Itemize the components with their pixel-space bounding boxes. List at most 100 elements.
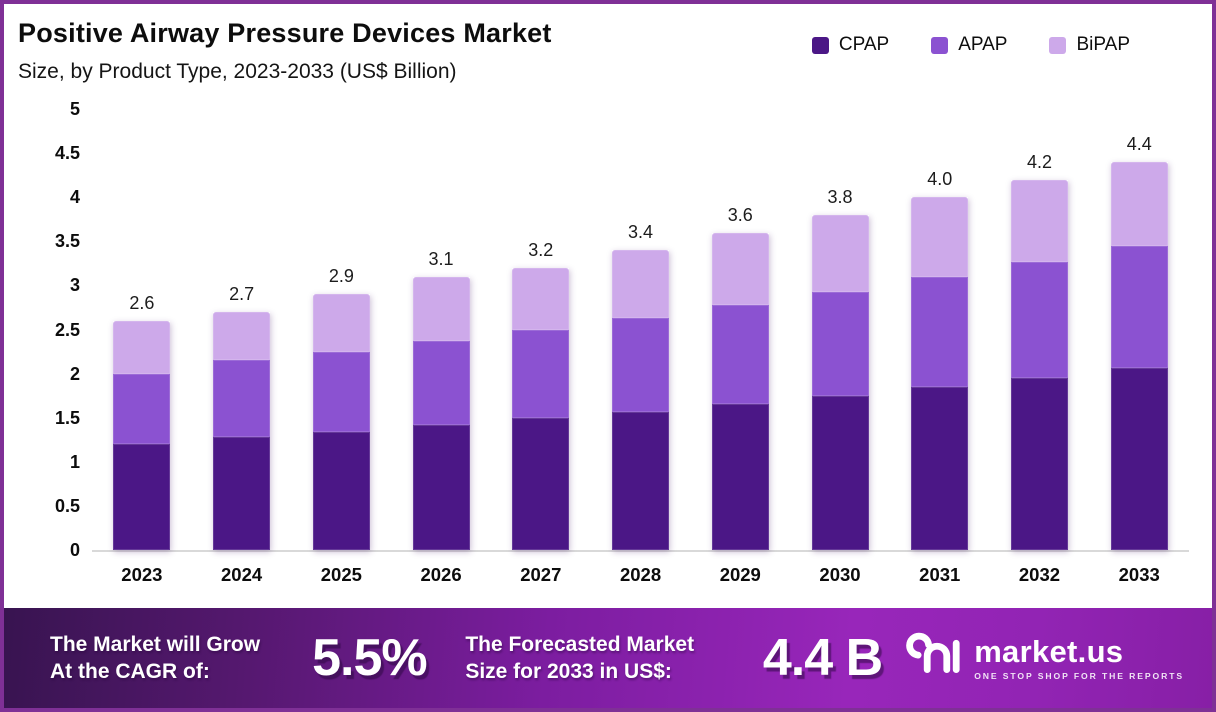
brand-tagline: ONE STOP SHOP FOR THE REPORTS [974, 670, 1185, 681]
bar-segment-apap [512, 329, 570, 418]
x-axis-label: 2029 [719, 564, 761, 585]
bar-total-label: 3.4 [628, 222, 654, 243]
y-axis-tick: 3 [69, 275, 80, 296]
legend-item-cpap: CPAP [811, 34, 890, 56]
bar-group-2033: 4.4 [1089, 109, 1189, 550]
x-axis-label: 2033 [1118, 564, 1160, 585]
bar-segment-cpap [911, 386, 969, 550]
bar-total-label: 3.6 [727, 204, 753, 225]
bar-total-label: 3.2 [528, 239, 554, 260]
x-axis-label: 2025 [320, 564, 362, 585]
bar-segment-cpap [213, 437, 271, 550]
y-axis-tick: 0.5 [54, 495, 80, 516]
legend-swatch-apap [931, 36, 949, 54]
legend-swatch-bipap [1049, 36, 1067, 54]
x-axis-label: 2023 [121, 564, 163, 585]
forecast-label-line1: The Forecasted Market [465, 632, 695, 656]
bar-segment-apap [113, 373, 171, 445]
cagr-label-line2: At the CAGR of: [50, 660, 210, 683]
bar-group-2028: 3.4 [591, 109, 691, 550]
chart-legend: CPAP APAP BiPAP [811, 34, 1130, 56]
bar-segment-cpap [811, 395, 869, 550]
bar-group-2023: 2.6 [92, 109, 192, 550]
legend-label: CPAP [838, 34, 890, 55]
x-axis-label: 2028 [619, 564, 662, 585]
bottom-banner: The Market will Grow At the CAGR of: 5.5… [4, 608, 1212, 708]
bar-stack [1010, 179, 1068, 550]
bar-segment-bipap [512, 267, 570, 330]
bar-segment-bipap [711, 232, 769, 305]
bar-stack [113, 320, 171, 550]
forecast-label: The Forecasted Market Size for 2033 in U… [465, 631, 726, 686]
x-axis-label: 2031 [919, 564, 961, 585]
page-title: Positive Airway Pressure Devices Market [18, 18, 552, 48]
y-axis-tick: 5 [69, 99, 80, 119]
bar-stack [312, 294, 370, 550]
plot-area: 2.6 2.7 2.9 3.1 3.2 3.4 3.6 3.8 4.0 4.2 4.4 [92, 109, 1189, 552]
bar-stack [213, 311, 271, 550]
x-axis-label: 2027 [520, 564, 562, 585]
bar-stack [811, 214, 869, 550]
bar-segment-cpap [711, 403, 769, 550]
bar-segment-apap [213, 360, 271, 438]
bar-segment-apap [312, 352, 370, 432]
market-us-logo-icon [905, 632, 963, 685]
bar-segment-apap [612, 318, 670, 412]
bar-segment-cpap [1110, 368, 1168, 550]
bar-segment-cpap [312, 431, 370, 550]
x-axis-label: 2030 [819, 564, 861, 585]
bar-group-2032: 4.2 [990, 109, 1090, 550]
bar-group-2029: 3.6 [690, 109, 790, 550]
bar-group-2027: 3.2 [491, 109, 591, 550]
x-axis-label: 2032 [1018, 564, 1061, 585]
bar-segment-bipap [412, 276, 470, 341]
bar-segment-cpap [512, 417, 570, 550]
y-axis-tick: 3.5 [54, 231, 80, 252]
bar-segment-cpap [1010, 378, 1068, 550]
bar-group-2031: 4.0 [890, 109, 990, 550]
y-axis-tick: 1 [69, 451, 80, 472]
bar-segment-bipap [312, 294, 370, 353]
y-axis-tick: 0 [69, 540, 80, 560]
bar-segment-apap [911, 276, 969, 387]
cagr-value: 5.5% [312, 629, 428, 687]
y-axis-tick: 4.5 [54, 143, 80, 164]
cagr-label-line1: The Market will Grow [50, 632, 261, 656]
bar-group-2025: 2.9 [291, 109, 391, 550]
bar-segment-bipap [113, 320, 171, 374]
legend-label: APAP [958, 34, 1008, 55]
legend-swatch-cpap [811, 36, 829, 54]
brand-logo: market.us ONE STOP SHOP FOR THE REPORTS [905, 632, 1184, 685]
bar-segment-bipap [213, 311, 271, 361]
bar-total-label: 2.7 [229, 283, 255, 304]
x-axis: 2023 2024 2025 2026 2027 2028 2029 2030 2031 2032… [92, 564, 1189, 586]
bar-group-2030: 3.8 [790, 109, 890, 550]
bar-stack [412, 276, 470, 550]
legend-label: BiPAP [1076, 34, 1130, 55]
bar-group-2024: 2.7 [192, 109, 292, 550]
bar-stack [911, 197, 969, 550]
bar-segment-apap [811, 291, 869, 396]
y-axis-tick: 1.5 [54, 407, 80, 428]
bar-stack [612, 250, 670, 550]
bar-segment-apap [1010, 262, 1068, 379]
bar-stack [711, 232, 769, 550]
bar-total-label: 4.0 [927, 169, 953, 190]
brand-text: market.us ONE STOP SHOP FOR THE REPORTS [974, 636, 1184, 681]
x-axis-label: 2024 [221, 564, 263, 585]
bar-segment-apap [711, 304, 769, 404]
bar-total-label: 3.8 [827, 186, 853, 207]
bar-segment-cpap [412, 424, 470, 550]
bar-total-label: 2.9 [328, 266, 354, 287]
bar-segment-bipap [612, 250, 670, 319]
bar-segment-cpap [612, 411, 670, 550]
page-subtitle: Size, by Product Type, 2023-2033 (US$ Bi… [18, 60, 457, 83]
cagr-label: The Market will Grow At the CAGR of: [50, 631, 281, 686]
y-axis: 0 0.5 1 1.5 2 2.5 3 3.5 4 4.5 5 [24, 99, 80, 560]
forecast-label-line2: Size for 2033 in US$: [465, 660, 672, 683]
bar-segment-bipap [911, 197, 969, 277]
bar-group-2026: 3.1 [391, 109, 491, 550]
legend-item-bipap: BiPAP [1049, 34, 1130, 56]
legend-item-apap: APAP [931, 34, 1007, 56]
